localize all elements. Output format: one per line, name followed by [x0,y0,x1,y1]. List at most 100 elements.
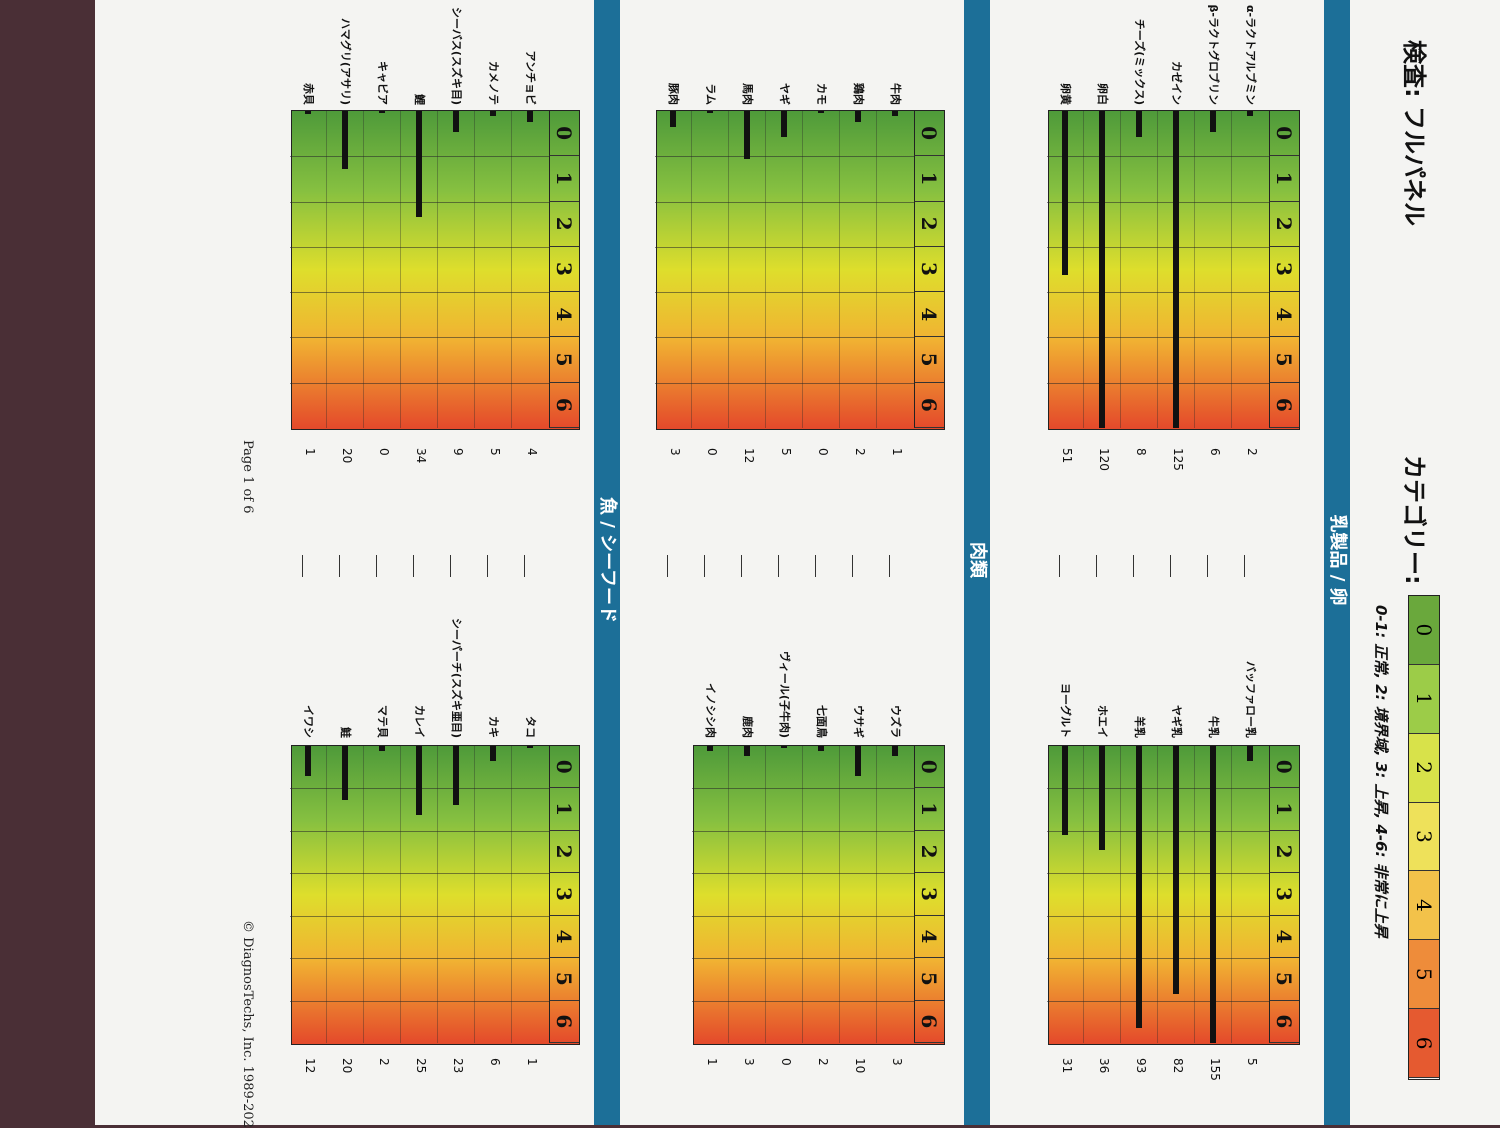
score-bar [305,111,312,114]
score-bar [379,111,386,113]
item-value: 8 [1134,448,1149,456]
item-name: β-ラクトグロブリン [1207,4,1221,105]
scale-header-cell: 0 [914,746,944,789]
scale-header-cell: 6 [1269,382,1299,428]
page-number: Page 1 of 6 [240,440,255,514]
score-bar [1247,746,1254,761]
item-value: 2 [816,1058,831,1066]
item-name: ラム [704,83,718,105]
blank-line [339,555,341,577]
scale-header-cell: 3 [549,873,579,916]
row-line [400,746,401,1043]
legend-cell: 4 [1409,871,1439,941]
scale-header-cell: 5 [914,958,944,1001]
column-line [1047,292,1269,294]
item-value: 1 [890,448,905,456]
column-line [1047,201,1269,203]
item-value: 4 [525,448,540,456]
scale-header-cell: 4 [914,292,944,338]
blank-line [889,555,891,577]
item-value: 5 [1245,1058,1260,1066]
row-line [400,111,401,428]
item-name: ウサギ [852,705,866,738]
legend-cell: 0 [1409,596,1439,665]
item-value: 12 [303,1058,318,1074]
item-value: 2 [377,1058,392,1066]
section-title: 肉類 [967,542,988,578]
item-value: 6 [1208,448,1223,456]
row-line [363,111,364,428]
item-value: 34 [414,448,429,464]
row-line [1157,746,1158,1043]
row-line [839,111,840,428]
title: 検査: フルパネル [1400,40,1428,226]
section-band: 魚 / シーフード [594,0,620,1125]
scale-header-cell: 3 [914,873,944,916]
scale-header-cell: 5 [914,337,944,383]
item-name: 七面鳥 [815,705,829,738]
scale-header-cell: 2 [549,830,579,874]
item-name: カゼイン [1170,61,1184,105]
score-bar [818,746,825,751]
item-value: 93 [1134,1058,1149,1074]
score-bar [1099,111,1106,428]
blank-line [376,555,378,577]
item-name: ヤギ [778,83,792,105]
column-line [692,958,914,960]
item-name: ヨーグルト [1059,683,1073,738]
item-value: 20 [340,448,355,464]
scale-header-cell: 2 [914,201,944,247]
category-label: カテゴリー: [1400,455,1428,585]
legend-cell: 6 [1409,1009,1439,1078]
scale-header-cell: 3 [1269,246,1299,293]
section-title: 魚 / シーフード [597,496,618,624]
row-line [839,746,840,1043]
item-name: 牛肉 [889,83,903,105]
row-line [326,111,327,428]
blank-line [1244,555,1246,577]
scale-header-cell: 2 [914,830,944,874]
item-name: アンチョビ [524,50,538,105]
copyright: © DiagnosTechs, Inc. 1989-202 [240,920,255,1128]
item-name: 鯉 [413,94,427,105]
column-line [1047,958,1269,960]
score-bar [892,111,899,117]
row-line [1194,746,1195,1043]
score-bar [855,111,862,122]
item-name: ウズラ [889,705,903,738]
blank-line [413,555,415,577]
item-name: マテ貝 [376,705,390,738]
item-name: ホエイ [1096,705,1110,738]
item-value: 23 [451,1058,466,1074]
score-bar [1136,746,1143,1029]
row-line [876,111,877,428]
scale-header-cell: 1 [549,788,579,831]
item-value: 36 [1097,1058,1112,1074]
score-bar [490,111,497,117]
item-name: 鮭 [339,727,353,738]
row-line [802,746,803,1043]
column-line [692,873,914,875]
score-bar [527,746,534,748]
row-line [474,746,475,1043]
score-bar [1173,746,1180,994]
row-line [765,746,766,1043]
legend-cell: 1 [1409,664,1439,734]
item-name: イノシシ肉 [704,683,718,738]
scale-header-cell: 5 [1269,337,1299,383]
item-value: 31 [1060,1058,1075,1074]
score-bar [342,111,349,170]
score-bar [1062,746,1069,836]
scale-header-cell: 2 [1269,201,1299,247]
score-bar [490,746,497,761]
column-line [1047,788,1269,790]
row-line [1157,111,1158,428]
scale-header-cell: 4 [914,915,944,959]
score-bar [453,746,460,806]
scale-header-cell: 5 [549,958,579,1001]
row-line [876,746,877,1043]
